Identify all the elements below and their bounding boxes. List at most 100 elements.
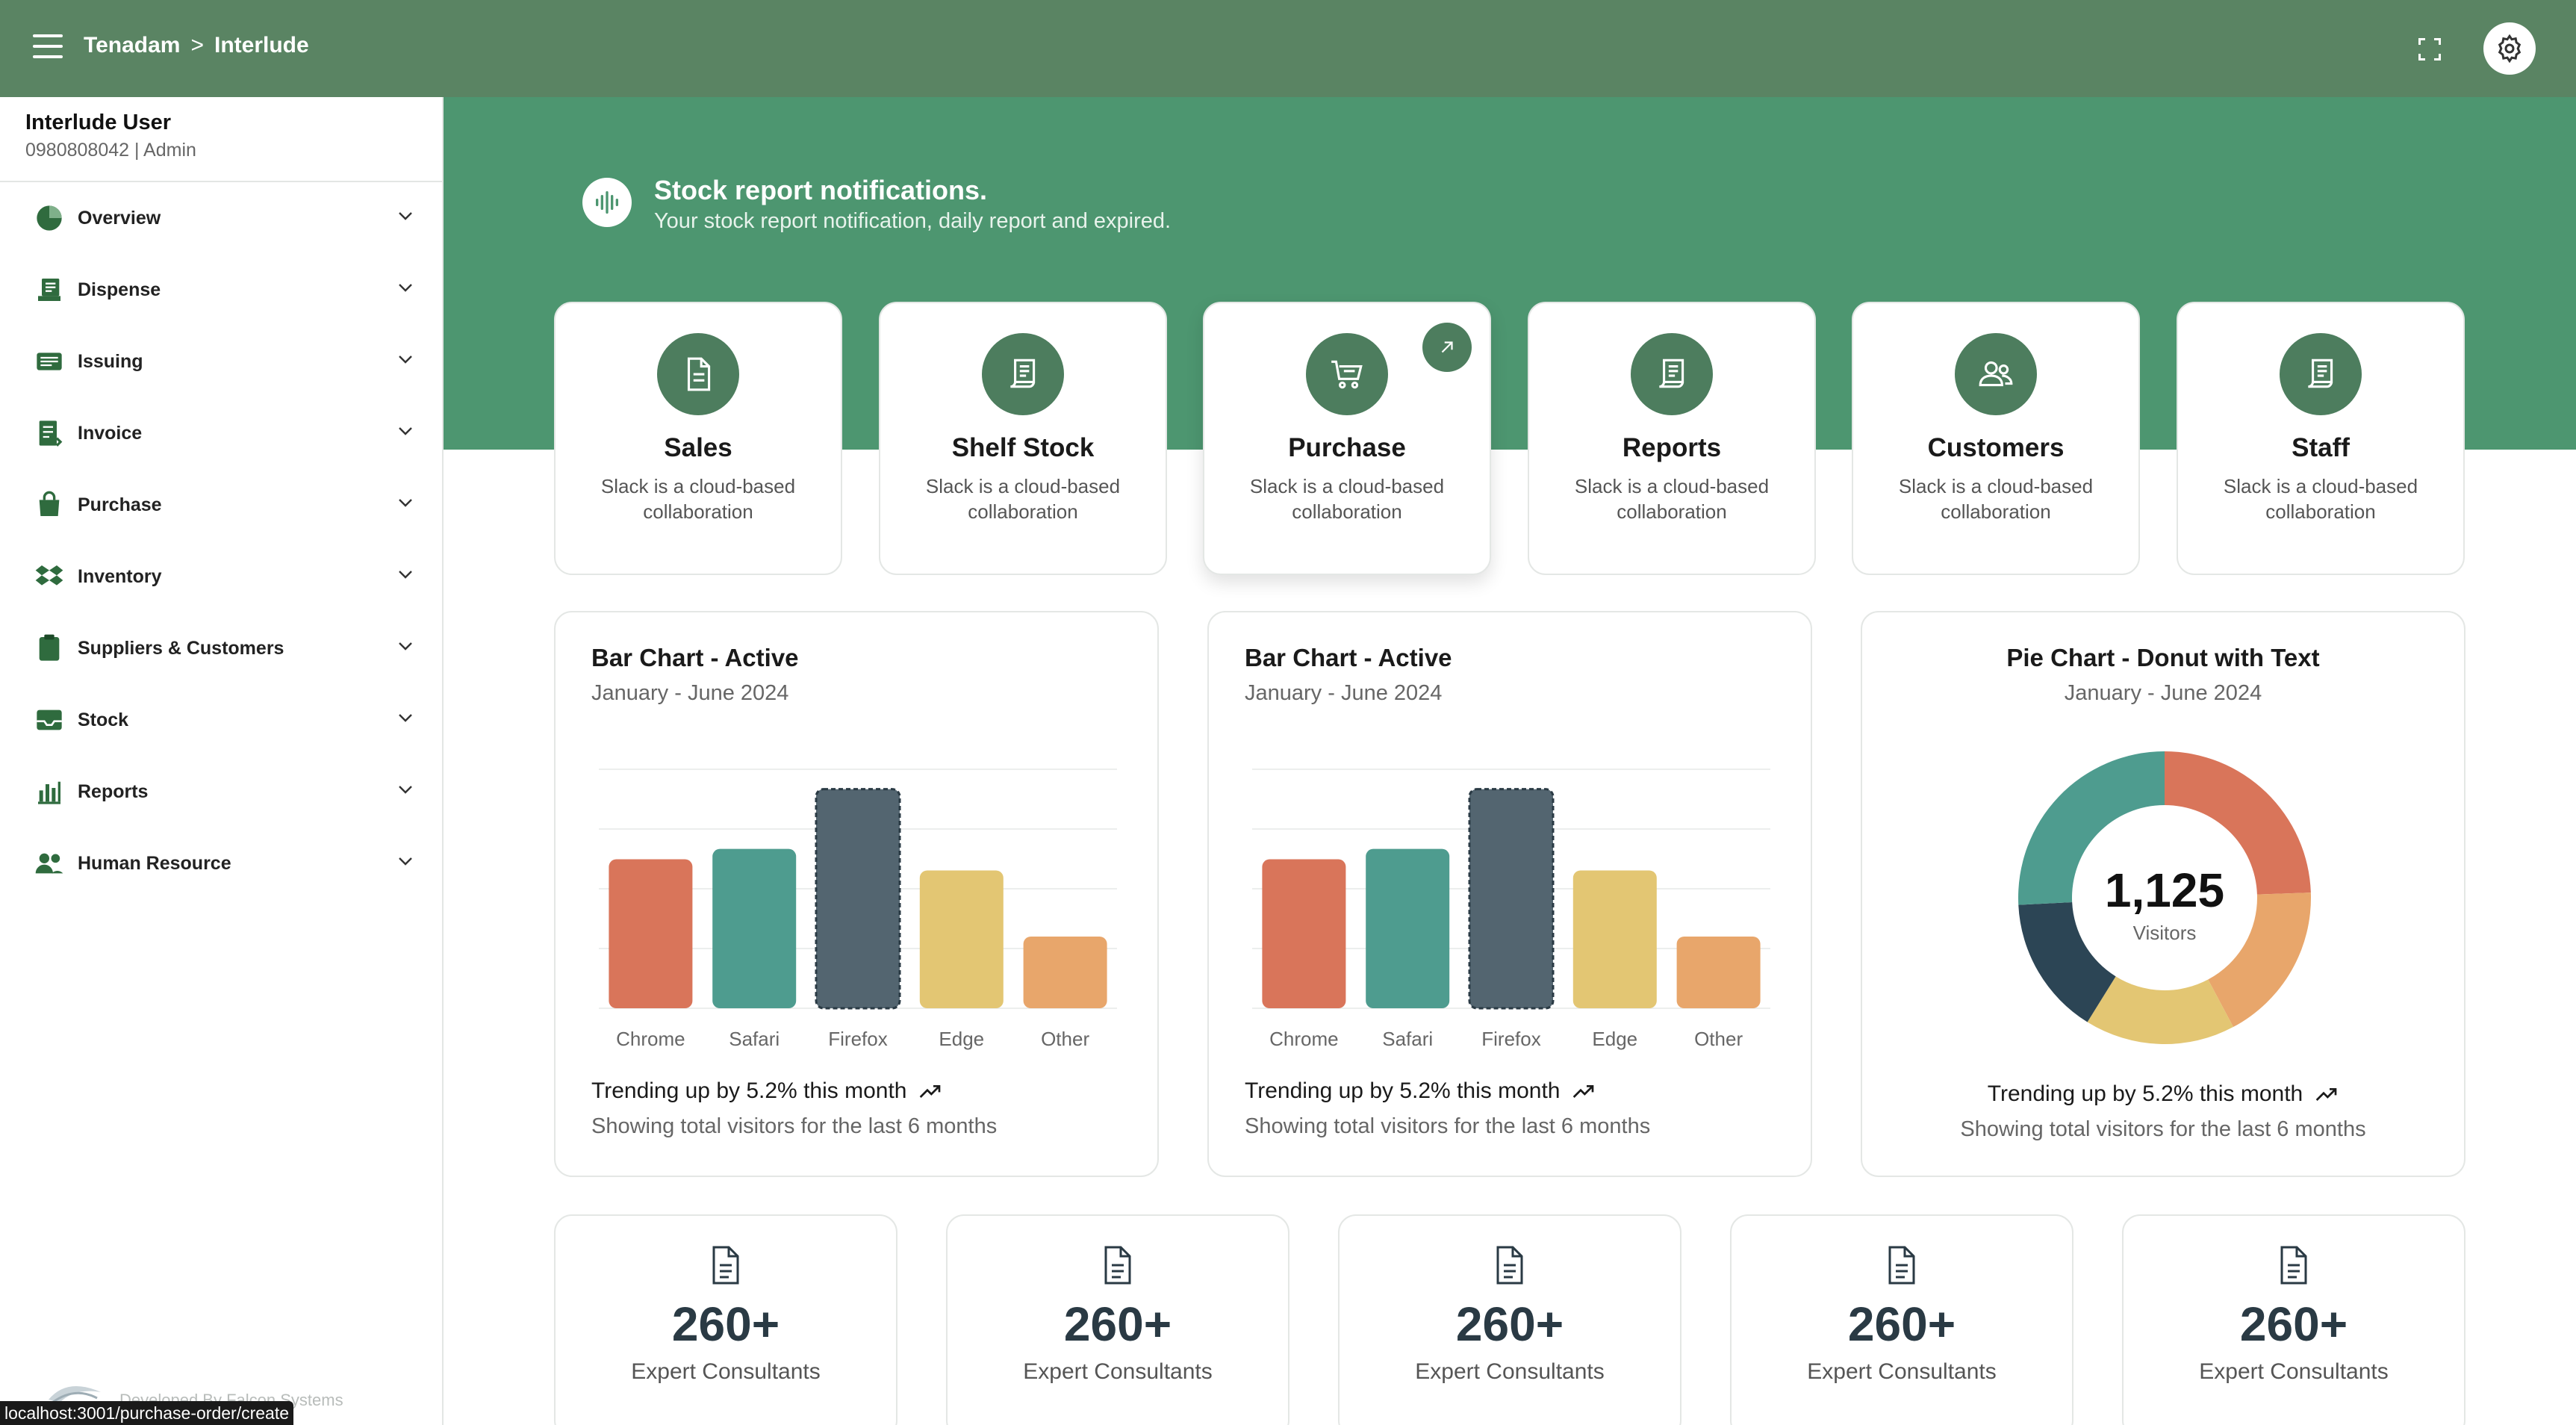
pie-chart-icon	[33, 203, 66, 233]
sidebar: Interlude User 0980808042 | Admin Overvi…	[0, 97, 444, 1425]
feature-card-reports[interactable]: Reports Slack is a cloud-based collaborat…	[1528, 302, 1816, 575]
arrow-up-right-icon[interactable]	[1422, 323, 1472, 372]
chart-subtitle: January - June 2024	[1245, 681, 1443, 705]
receipt-icon	[1631, 333, 1713, 415]
document-icon	[1100, 1244, 1136, 1286]
document-icon	[657, 333, 739, 415]
stat-label: Expert Consultants	[1023, 1359, 1213, 1384]
chart-subtitle: January - June 2024	[2064, 681, 2262, 705]
sidebar-item-invoice[interactable]: Invoice	[0, 397, 442, 469]
chevron-down-icon[interactable]	[397, 569, 414, 583]
document-icon	[1884, 1244, 1920, 1286]
stat-value: 260+	[671, 1297, 780, 1351]
sidebar-item-label: Issuing	[78, 350, 143, 372]
sidebar-item-dispense[interactable]: Dispense	[0, 254, 442, 326]
card-title: Purchase	[1288, 433, 1406, 462]
falcon-logo-icon	[45, 1377, 105, 1411]
x-tick-label: Safari	[729, 1028, 780, 1050]
sidebar-item-label: Overview	[78, 207, 161, 229]
breadcrumb: Tenadam > Interlude	[84, 33, 309, 58]
x-tick-label: Firefox	[1481, 1028, 1540, 1050]
chevron-down-icon[interactable]	[397, 641, 414, 655]
user-meta: 0980808042 | Admin	[25, 140, 196, 161]
chevron-down-icon[interactable]	[397, 712, 414, 727]
feature-card-customers[interactable]: Customers Slack is a cloud-based collabor…	[1852, 302, 2140, 575]
sidebar-item-suppliers-customers[interactable]: Suppliers & Customers	[0, 612, 442, 684]
bar-safari[interactable]	[1366, 848, 1450, 1008]
chevron-down-icon[interactable]	[397, 354, 414, 368]
inventory-icon	[33, 562, 66, 592]
card-description: Slack is a cloud-based collaboration	[1574, 475, 1770, 523]
donut-slice-firefox[interactable]	[2087, 976, 2234, 1044]
sidebar-item-label: Reports	[78, 780, 149, 802]
chevron-down-icon[interactable]	[397, 784, 414, 798]
chevron-down-icon[interactable]	[397, 856, 414, 870]
chart-title: Bar Chart - Active	[1245, 644, 1452, 671]
donut-slice-safari[interactable]	[2208, 892, 2311, 1028]
chevron-down-icon[interactable]	[397, 426, 414, 440]
stat-label: Expert Consultants	[631, 1359, 821, 1384]
notification-header: Stock report notifications. Your stock r…	[582, 175, 1171, 234]
bar-firefox[interactable]	[1468, 788, 1555, 1010]
card-title: Staff	[2292, 433, 2350, 462]
menu-icon[interactable]	[33, 34, 63, 61]
issuing-icon	[33, 347, 66, 376]
sidebar-item-issuing[interactable]: Issuing	[0, 326, 442, 397]
document-icon	[1492, 1244, 1528, 1286]
sidebar-item-purchase[interactable]: Purchase	[0, 469, 442, 541]
feature-card-sales[interactable]: Sales Slack is a cloud-based collaboratio…	[554, 302, 842, 575]
bar-chart-icon	[33, 777, 66, 807]
card-title: Customers	[1927, 433, 2065, 462]
donut-slice-other[interactable]	[2018, 751, 2165, 905]
breadcrumb-item[interactable]: Tenadam	[84, 33, 181, 58]
clipboard-icon	[33, 633, 66, 663]
bar-safari[interactable]	[712, 848, 797, 1008]
sidebar-item-reports[interactable]: Reports	[0, 756, 442, 828]
x-tick-label: Chrome	[1269, 1028, 1338, 1050]
breadcrumb-item[interactable]: Interlude	[214, 33, 309, 58]
chevron-down-icon[interactable]	[397, 282, 414, 297]
donut-center-label: Visitors	[2133, 922, 2197, 944]
feature-card-purchase[interactable]: Purchase Slack is a cloud-based collabora…	[1203, 302, 1491, 575]
feature-card-shelf-stock[interactable]: Shelf Stock Slack is a cloud-based collab…	[879, 302, 1167, 575]
card-description: Slack is a cloud-based collaboration	[1898, 475, 2094, 523]
bar-chart: Chrome Safari Firefox Edge Other	[599, 769, 1117, 1050]
chevron-down-icon[interactable]	[397, 211, 414, 225]
bar-edge[interactable]	[1572, 870, 1657, 1008]
donut-slice-edge[interactable]	[2018, 902, 2116, 1022]
donut-slice-chrome[interactable]	[2165, 751, 2311, 895]
user-profile[interactable]: Interlude User 0980808042 | Admin	[0, 97, 442, 182]
settings-button[interactable]	[2483, 22, 2536, 75]
bar-other[interactable]	[1676, 937, 1761, 1008]
dispense-icon	[33, 275, 66, 305]
inbox-icon	[33, 705, 66, 735]
sidebar-item-human-resource[interactable]: Human Resource	[0, 828, 442, 899]
chevron-down-icon[interactable]	[397, 497, 414, 512]
sidebar-item-label: Invoice	[78, 422, 143, 444]
sidebar-item-stock[interactable]: Stock	[0, 684, 442, 756]
bar-other[interactable]	[1023, 937, 1107, 1008]
user-name: Interlude User	[25, 111, 171, 134]
card-title: Reports	[1622, 433, 1722, 462]
x-tick-label: Firefox	[828, 1028, 887, 1050]
bar-edge[interactable]	[919, 870, 1004, 1008]
bar-chrome[interactable]	[1262, 859, 1346, 1008]
sidebar-item-overview[interactable]: Overview	[0, 182, 442, 254]
x-tick-label: Chrome	[616, 1028, 685, 1050]
sidebar-item-inventory[interactable]: Inventory	[0, 541, 442, 612]
fullscreen-icon[interactable]	[2416, 36, 2443, 63]
trending-up-icon	[1573, 1085, 1594, 1098]
feature-card-staff[interactable]: Staff Slack is a cloud-based collaboratio…	[2177, 302, 2465, 575]
cart-icon	[1306, 333, 1388, 415]
stat-label: Expert Consultants	[2199, 1359, 2389, 1384]
bar-firefox[interactable]	[815, 788, 901, 1010]
bar-chart: Chrome Safari Firefox Edge Other	[1252, 769, 1770, 1050]
bar-chrome[interactable]	[609, 859, 693, 1008]
stat-card: 260+ Expert Consultants	[2122, 1214, 2465, 1425]
gear-icon	[2498, 34, 2521, 63]
donut-chart-card: Pie Chart - Donut with Text January - Ju…	[1861, 611, 2465, 1177]
donut-center-value: 1,125	[2105, 863, 2224, 917]
chart-trend: Trending up by 5.2% this month	[1245, 1078, 1596, 1104]
stat-value: 260+	[2239, 1297, 2348, 1351]
chart-trend: Trending up by 5.2% this month	[1862, 1081, 2464, 1107]
